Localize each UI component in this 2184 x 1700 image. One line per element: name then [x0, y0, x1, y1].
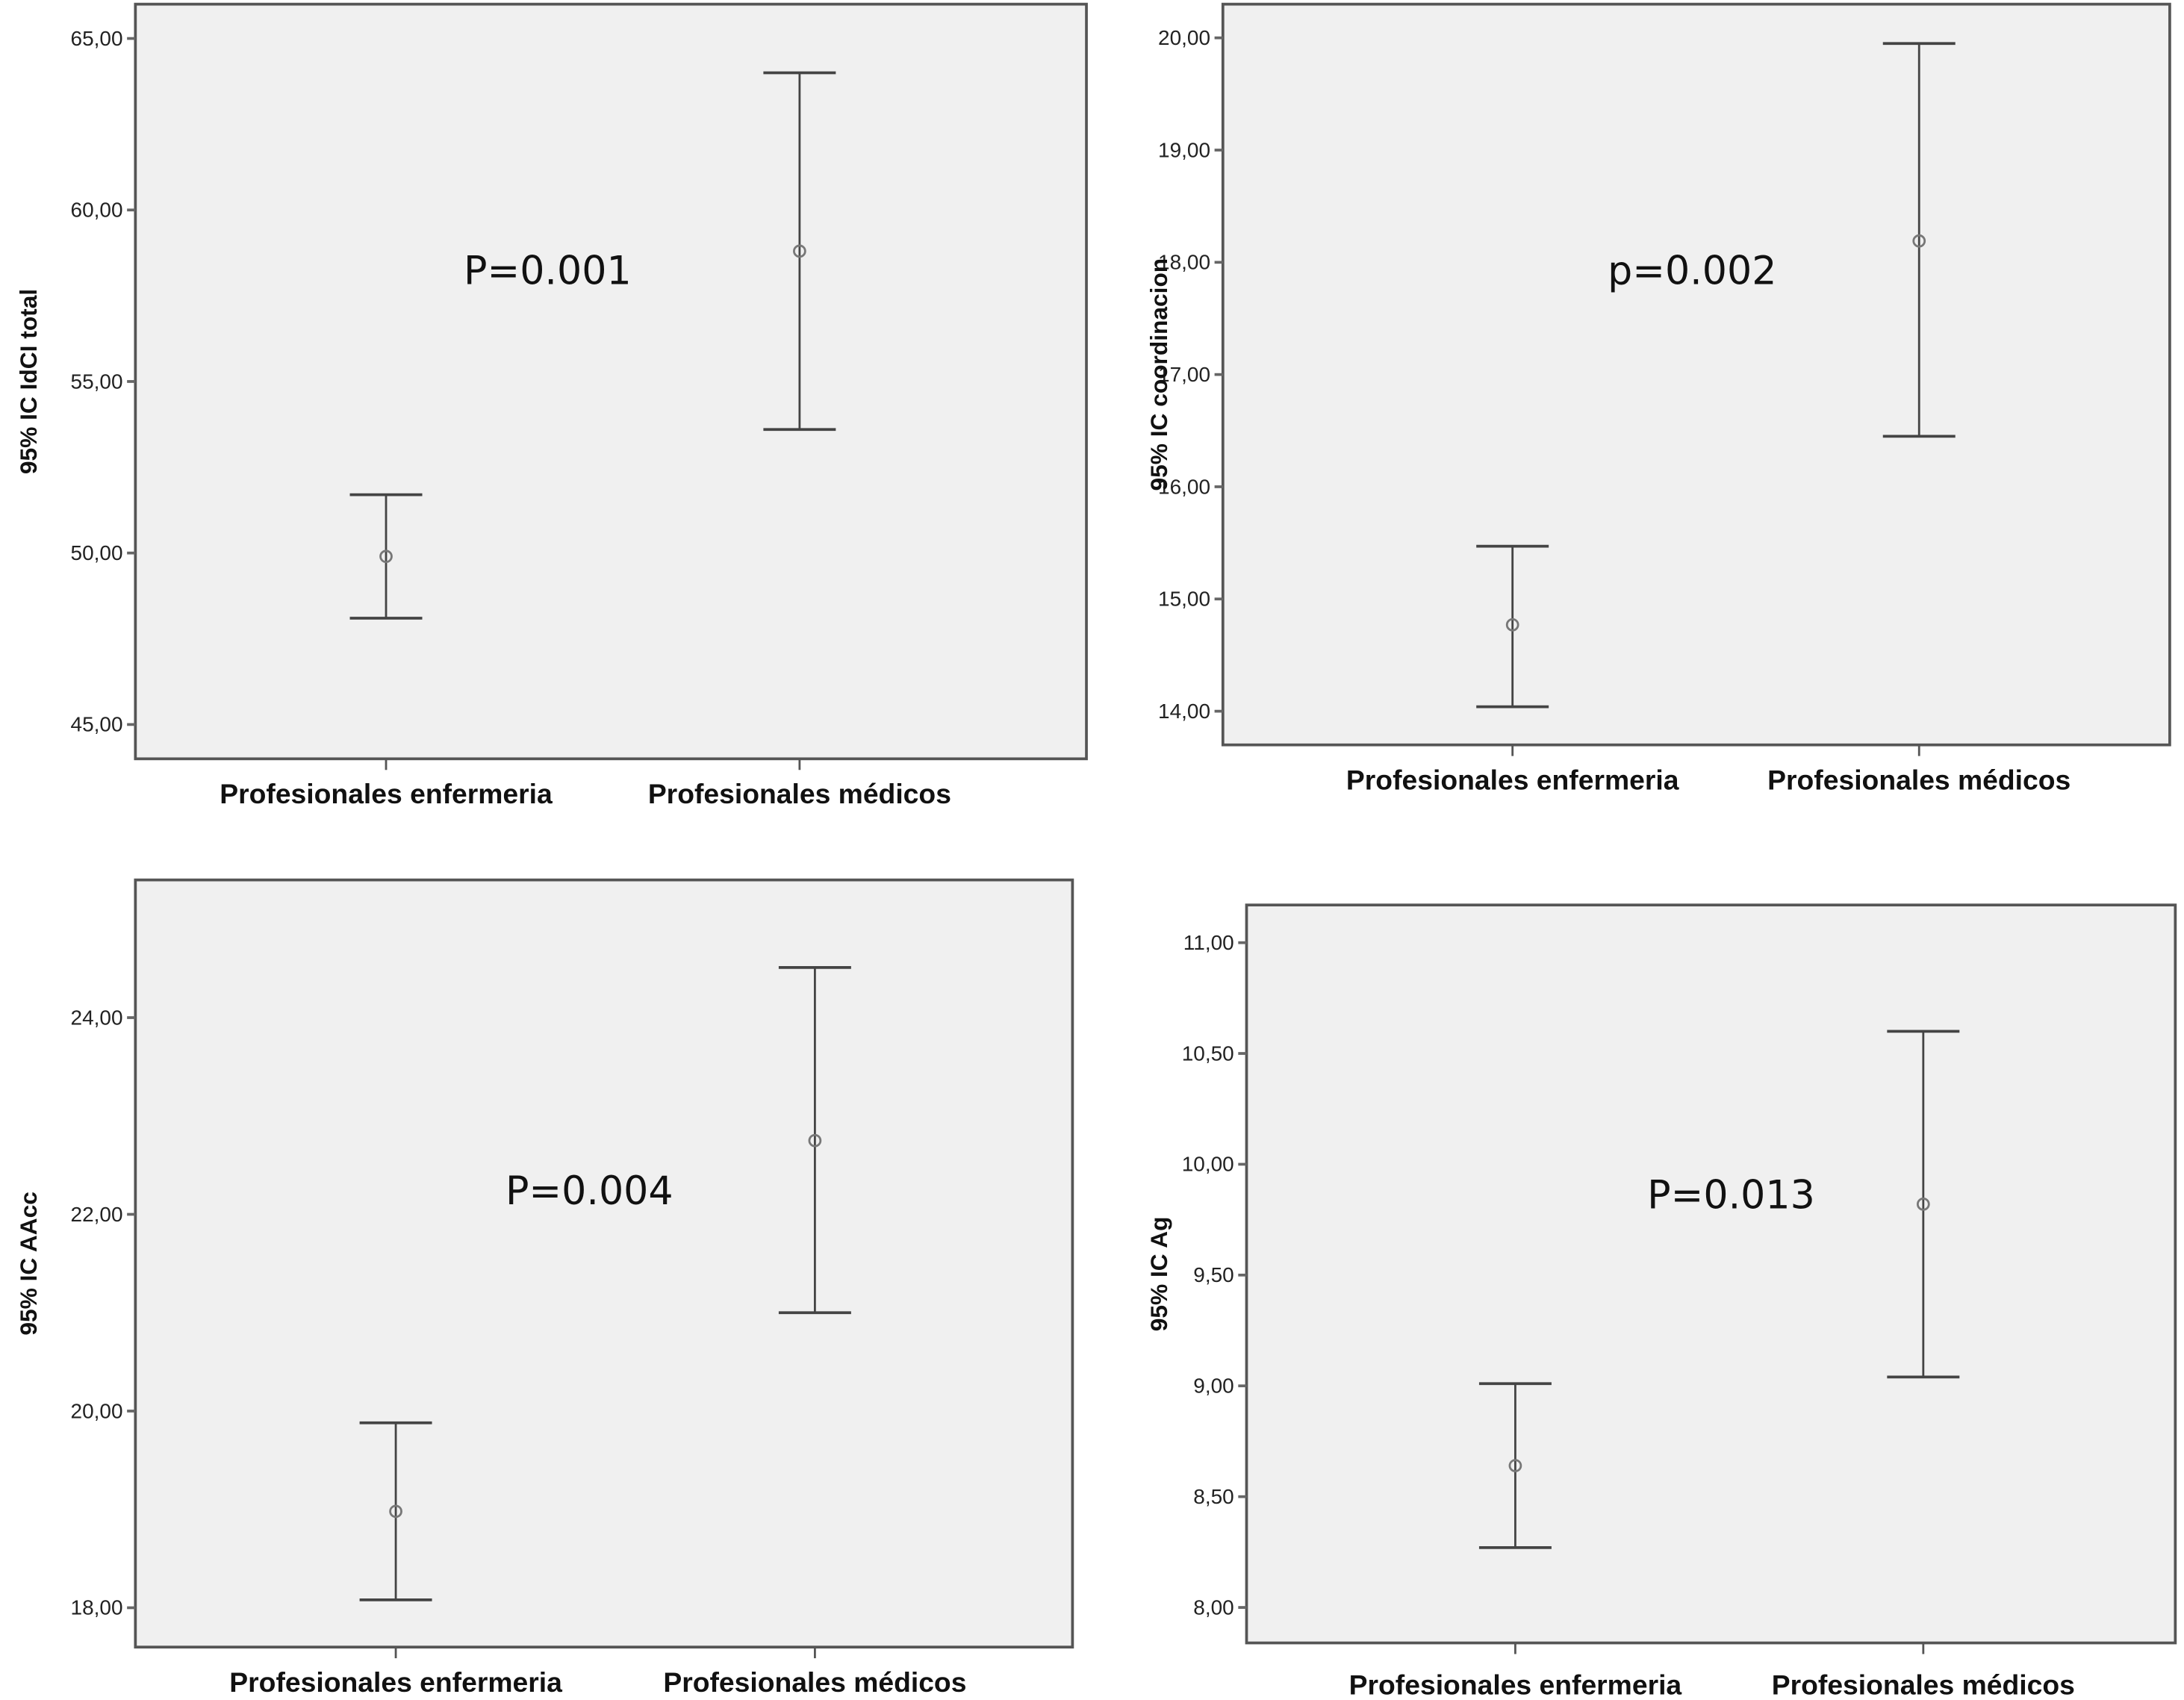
x-category-label: Profesionales médicos — [1767, 764, 2071, 795]
y-tick-label: 19,00 — [1158, 138, 1210, 161]
y-tick-label: 9,00 — [1193, 1374, 1233, 1398]
y-axis-label: 95% IC IdCI total — [15, 289, 42, 474]
x-category-label: Profesionales enfermeria — [1349, 1669, 1682, 1700]
y-tick-label: 14,00 — [1158, 700, 1210, 723]
chart-panel-3: 18,00 20,00 22,00 24,00 95% IC AAcc Profesion… — [15, 878, 1074, 1698]
mean-marker — [1912, 234, 1926, 248]
x-category-label: Profesionales enfermeria — [220, 778, 553, 809]
p-value-annotation: P=0.013 — [1647, 1174, 1815, 1218]
p-value-annotation: P=0.004 — [505, 1169, 673, 1214]
y-tick-label: 22,00 — [71, 1203, 123, 1226]
plot-area — [134, 2, 1088, 761]
mean-marker — [379, 549, 393, 564]
y-tick-label: 20,00 — [71, 1399, 123, 1422]
x-category-label: Profesionales médicos — [648, 778, 951, 809]
p-value-annotation: P=0.001 — [464, 249, 632, 293]
x-category-label: Profesionales médicos — [663, 1666, 966, 1698]
mean-marker — [793, 244, 806, 258]
y-tick-label: 18,00 — [71, 1596, 123, 1619]
p-value-annotation: p=0.002 — [1608, 249, 1776, 293]
y-tick-label: 24,00 — [71, 1006, 123, 1029]
y-axis-label: 95% IC AAcc — [15, 1192, 42, 1336]
y-axis-label: 95% IC coordinacion — [1145, 258, 1172, 491]
y-tick-label: 8,50 — [1193, 1485, 1233, 1508]
mean-marker — [389, 1504, 402, 1519]
y-tick-label: 55,00 — [71, 370, 123, 393]
y-tick-label: 60,00 — [71, 199, 123, 222]
x-category-label: Profesionales médicos — [1772, 1669, 2075, 1700]
y-tick-label: 8,00 — [1193, 1595, 1233, 1619]
y-tick-label: 9,50 — [1193, 1263, 1233, 1286]
plot-area — [1221, 2, 2171, 747]
mean-marker — [808, 1133, 822, 1148]
plot-area — [1245, 903, 2177, 1645]
x-category-label: Profesionales enfermeria — [229, 1666, 562, 1698]
y-tick-label: 20,00 — [1158, 26, 1210, 49]
mean-marker — [1508, 1459, 1522, 1472]
y-axis-label: 95% IC Ag — [1145, 1216, 1172, 1331]
plot-area — [134, 878, 1074, 1648]
y-tick-label: 10,50 — [1182, 1042, 1234, 1065]
chart-panel-4: 8,00 8,50 9,00 9,50 10,00 10,50 11,00 95% IC Ag… — [1145, 903, 2177, 1700]
y-tick-label: 65,00 — [71, 27, 123, 50]
chart-panel-1: 45,00 50,00 55,00 60,00 65,00 95% IC IdCI tot… — [15, 2, 1088, 809]
y-tick-label: 16,00 — [1158, 475, 1210, 498]
mean-marker — [1916, 1197, 1930, 1211]
y-tick-label: 45,00 — [71, 713, 123, 736]
y-tick-label: 15,00 — [1158, 588, 1210, 611]
y-tick-label: 18,00 — [1158, 251, 1210, 274]
y-tick-label: 11,00 — [1183, 931, 1234, 954]
y-tick-label: 17,00 — [1158, 363, 1210, 386]
mean-marker — [1505, 618, 1519, 632]
y-tick-label: 50,00 — [71, 541, 123, 564]
chart-panel-2: 14,00 15,00 16,00 17,00 18,00 19,00 20,00 95% I… — [1145, 2, 2171, 795]
x-category-label: Profesionales enfermeria — [1346, 764, 1679, 795]
y-tick-label: 10,00 — [1182, 1153, 1234, 1176]
